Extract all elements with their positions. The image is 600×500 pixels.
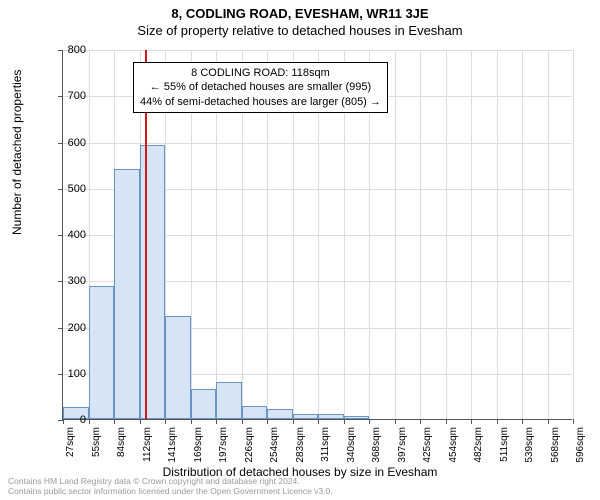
footer-line: Contains HM Land Registry data © Crown c… [8,476,333,486]
page-subtitle: Size of property relative to detached ho… [0,21,600,38]
xtick-label: 596sqm [575,427,586,463]
xtick-mark [318,419,319,424]
xtick-label: 197sqm [218,427,229,463]
annotation-line: 8 CODLING ROAD: 118sqm [140,66,381,80]
histogram-bar [114,169,140,419]
xtick-mark [344,419,345,424]
xtick-label: 539sqm [524,427,535,463]
xtick-label: 84sqm [116,427,127,457]
xtick-label: 511sqm [499,427,510,462]
xtick-mark [497,419,498,424]
xtick-label: 340sqm [346,427,357,463]
footer-attribution: Contains HM Land Registry data © Crown c… [8,476,333,496]
xtick-label: 226sqm [244,427,255,463]
xtick-label: 397sqm [397,427,408,463]
gridline-vertical [522,50,523,419]
histogram-bar [318,414,344,419]
xtick-mark [191,419,192,424]
histogram-bar [89,286,115,419]
xtick-label: 482sqm [473,427,484,463]
ytick-label: 500 [46,183,86,195]
xtick-label: 568sqm [550,427,561,463]
xtick-mark [140,419,141,424]
histogram-bar [191,389,217,419]
histogram-bar [216,382,242,419]
ytick-label: 800 [46,44,86,56]
ytick-label: 300 [46,275,86,287]
annotation-line: 44% of semi-detached houses are larger (… [140,95,381,109]
xtick-mark [165,419,166,424]
histogram-bar [293,414,319,419]
xtick-mark [267,419,268,424]
xtick-label: 454sqm [448,427,459,463]
gridline-vertical [420,50,421,419]
gridline-vertical [548,50,549,419]
xtick-mark [216,419,217,424]
xtick-mark [89,419,90,424]
ytick-label: 400 [46,229,86,241]
xtick-mark [395,419,396,424]
annotation-line: ← 55% of detached houses are smaller (99… [140,80,381,94]
ytick-label: 200 [46,322,86,334]
xtick-label: 169sqm [193,427,204,463]
ytick-label: 100 [46,368,86,380]
xtick-label: 368sqm [371,427,382,463]
histogram-bar [344,416,370,419]
gridline-vertical [395,50,396,419]
gridline-vertical [573,50,574,419]
histogram-bar [140,145,166,419]
plot-area: 8 CODLING ROAD: 118sqm ← 55% of detached… [62,50,572,420]
histogram-bar [267,409,293,419]
xtick-mark [420,419,421,424]
xtick-mark [522,419,523,424]
xtick-mark [573,419,574,424]
xtick-mark [242,419,243,424]
annotation-box: 8 CODLING ROAD: 118sqm ← 55% of detached… [133,62,388,113]
ytick-label: 700 [46,90,86,102]
xtick-label: 55sqm [91,427,102,457]
histogram-bar [165,316,191,419]
xtick-label: 112sqm [142,427,153,462]
footer-line: Contains public sector information licen… [8,486,333,496]
xtick-label: 311sqm [320,427,331,462]
xtick-mark [369,419,370,424]
xtick-label: 254sqm [269,427,280,463]
ytick-label: 0 [46,414,86,426]
histogram-bar [242,406,268,419]
xtick-label: 425sqm [422,427,433,463]
chart-container: 8, CODLING ROAD, EVESHAM, WR11 3JE Size … [0,0,600,500]
xtick-mark [471,419,472,424]
gridline-vertical [497,50,498,419]
ytick-label: 600 [46,137,86,149]
y-axis-label: Number of detached properties [10,70,24,235]
gridline-vertical [471,50,472,419]
xtick-mark [114,419,115,424]
xtick-mark [293,419,294,424]
xtick-label: 27sqm [65,427,76,457]
xtick-label: 141sqm [167,427,178,463]
xtick-mark [446,419,447,424]
xtick-mark [548,419,549,424]
gridline-vertical [446,50,447,419]
xtick-label: 283sqm [295,427,306,463]
page-title: 8, CODLING ROAD, EVESHAM, WR11 3JE [0,0,600,21]
